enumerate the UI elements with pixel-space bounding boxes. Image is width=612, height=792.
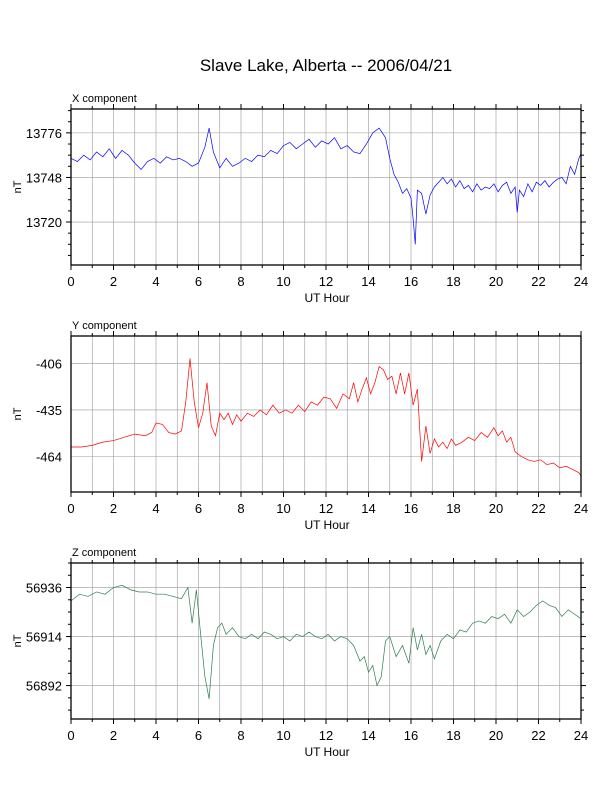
y-tick-label: 13720 — [26, 215, 62, 230]
x-tick-label: 20 — [489, 274, 503, 289]
x-tick-label: 24 — [574, 728, 588, 743]
x-tick-label: 16 — [404, 728, 418, 743]
page-title: Slave Lake, Alberta -- 2006/04/21 — [199, 56, 453, 75]
x-tick-label: 10 — [276, 728, 290, 743]
x-tick-label: 2 — [110, 274, 117, 289]
x-tick-label: 18 — [446, 274, 460, 289]
x-tick-label: 4 — [152, 728, 159, 743]
x-tick-label: 8 — [237, 728, 244, 743]
x-tick-label: 2 — [110, 501, 117, 516]
series-line — [71, 358, 582, 477]
x-tick-label: 0 — [67, 728, 74, 743]
x-tick-label: 24 — [574, 274, 588, 289]
x-tick-label: 0 — [67, 274, 74, 289]
x-tick-label: 14 — [361, 728, 375, 743]
y-tick-label: 56936 — [26, 581, 62, 596]
x-tick-label: 16 — [404, 501, 418, 516]
x-tick-label: 10 — [276, 501, 290, 516]
x-tick-label: 8 — [237, 274, 244, 289]
x-tick-label: 2 — [110, 728, 117, 743]
x-tick-label: 4 — [152, 274, 159, 289]
chart-subtitle: X component — [72, 93, 137, 105]
x-tick-label: 14 — [361, 274, 375, 289]
x-tick-label: 24 — [574, 501, 588, 516]
x-tick-label: 16 — [404, 274, 418, 289]
x-axis-label: UT Hour — [304, 518, 349, 532]
y-axis-label: nT — [12, 180, 24, 193]
x-tick-label: 0 — [67, 501, 74, 516]
y-tick-label: 56892 — [26, 679, 62, 694]
x-tick-label: 12 — [319, 728, 333, 743]
x-tick-label: 20 — [489, 501, 503, 516]
x-axis-label: UT Hour — [304, 745, 349, 759]
y-tick-label: -406 — [36, 356, 62, 371]
y-tick-label: -464 — [36, 450, 62, 465]
y-tick-label: 56914 — [26, 630, 62, 645]
x-tick-label: 12 — [319, 501, 333, 516]
x-tick-label: 10 — [276, 274, 290, 289]
series-line — [70, 127, 582, 245]
y-tick-label: 13748 — [26, 170, 62, 185]
x-tick-label: 18 — [446, 728, 460, 743]
chart-subtitle: Z component — [72, 547, 136, 559]
y-tick-label: 13776 — [26, 126, 62, 141]
y-axis-label: nT — [12, 407, 24, 420]
x-tick-label: 22 — [531, 728, 545, 743]
x-tick-label: 22 — [531, 274, 545, 289]
x-tick-label: 6 — [195, 274, 202, 289]
x-tick-label: 18 — [446, 501, 460, 516]
y-axis-label: nT — [12, 634, 24, 647]
series-line — [70, 584, 582, 700]
x-tick-label: 22 — [531, 501, 545, 516]
x-tick-label: 6 — [195, 501, 202, 516]
x-tick-label: 8 — [237, 501, 244, 516]
x-tick-label: 12 — [319, 274, 333, 289]
x-axis-label: UT Hour — [304, 291, 349, 305]
x-tick-label: 4 — [152, 501, 159, 516]
chart-subtitle: Y component — [72, 320, 137, 332]
x-tick-label: 6 — [195, 728, 202, 743]
y-tick-label: -435 — [36, 403, 62, 418]
x-tick-label: 20 — [489, 728, 503, 743]
x-tick-label: 14 — [361, 501, 375, 516]
